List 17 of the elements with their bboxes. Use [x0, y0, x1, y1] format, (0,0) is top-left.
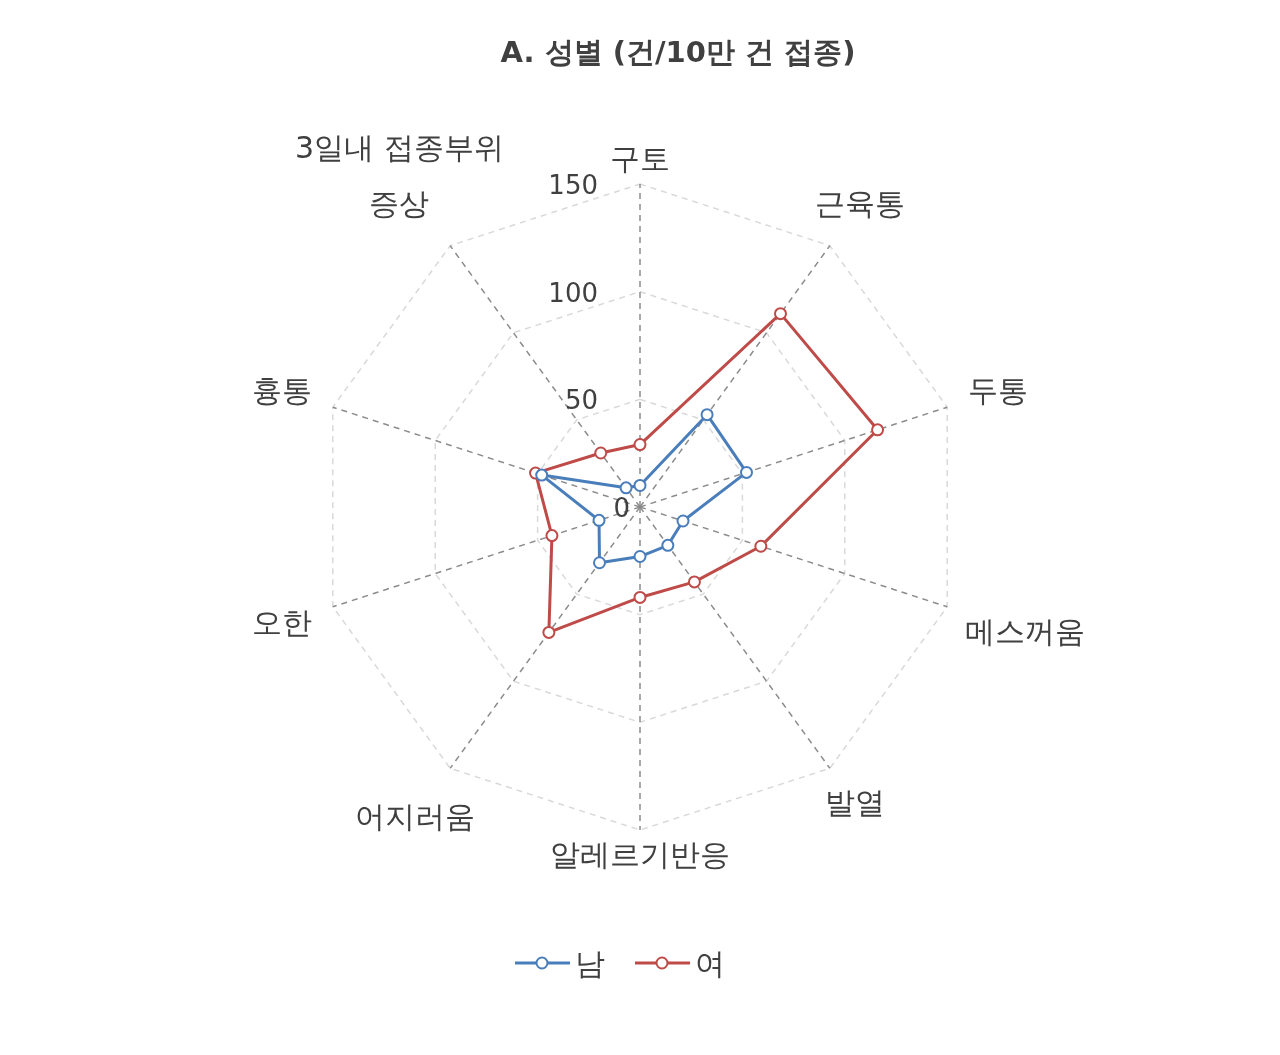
spoke-label: 흉통: [251, 372, 312, 408]
spoke-label: 알레르기반응: [550, 837, 730, 872]
y-tick-label: 50: [564, 385, 598, 416]
chart-title: A. 성별 (건/10만 건 접종): [500, 35, 856, 69]
legend-label: 여: [695, 946, 725, 981]
legend-label: 남: [575, 946, 605, 981]
spoke-label: 발열: [824, 784, 885, 820]
spoke-label: 어지러움: [354, 799, 475, 835]
spoke-label: 두통: [968, 372, 1029, 408]
y-tick-label: 150: [548, 170, 598, 200]
spoke-label: 구토: [610, 141, 670, 176]
spoke-label: 3일내 접종부위 증상: [295, 129, 504, 221]
spoke-label: 메스꺼움: [965, 614, 1086, 650]
spoke-label: 오한: [251, 605, 312, 641]
spoke-label: 근육통: [815, 186, 906, 222]
y-tick-label: 0: [613, 493, 630, 523]
y-tick-label: 100: [548, 277, 598, 308]
